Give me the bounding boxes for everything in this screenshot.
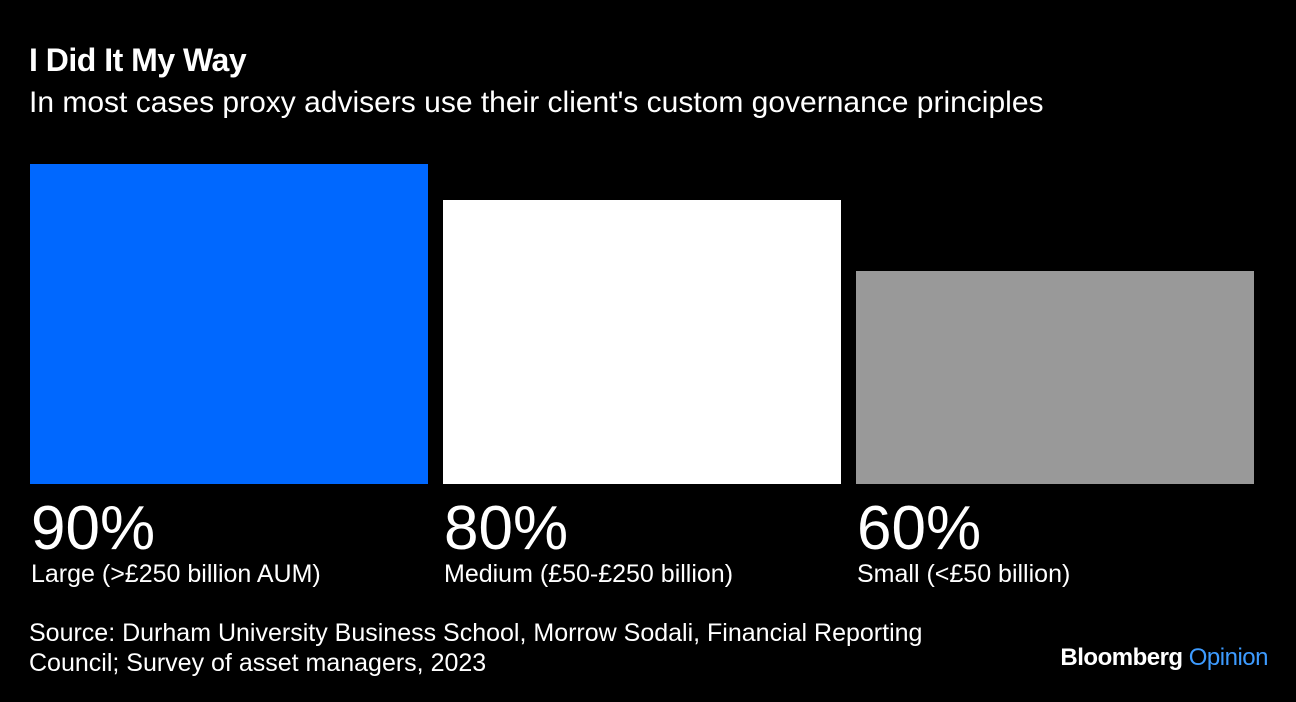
bar-3 [856,271,1254,484]
category-label-3: Small (<£50 billion) [857,560,1071,588]
chart-subtitle: In most cases proxy advisers use their c… [29,86,1044,119]
value-label-1: 90% [31,494,156,563]
category-label-2: Medium (£50-£250 billion) [444,560,734,588]
brand-sub: Opinion [1188,644,1269,671]
bar-2 [443,200,841,484]
value-label-3: 60% [857,494,982,563]
bar-1 [30,164,428,484]
category-label-1: Large (>£250 billion AUM) [31,560,321,588]
bloomberg-opinion-logo: Bloomberg Opinion [1060,644,1268,672]
source-note: Source: Durham University Business Schoo… [29,619,923,677]
value-label-2: 80% [444,494,569,563]
brand-main: Bloomberg [1060,644,1183,671]
chart-title: I Did It My Way [29,42,247,78]
